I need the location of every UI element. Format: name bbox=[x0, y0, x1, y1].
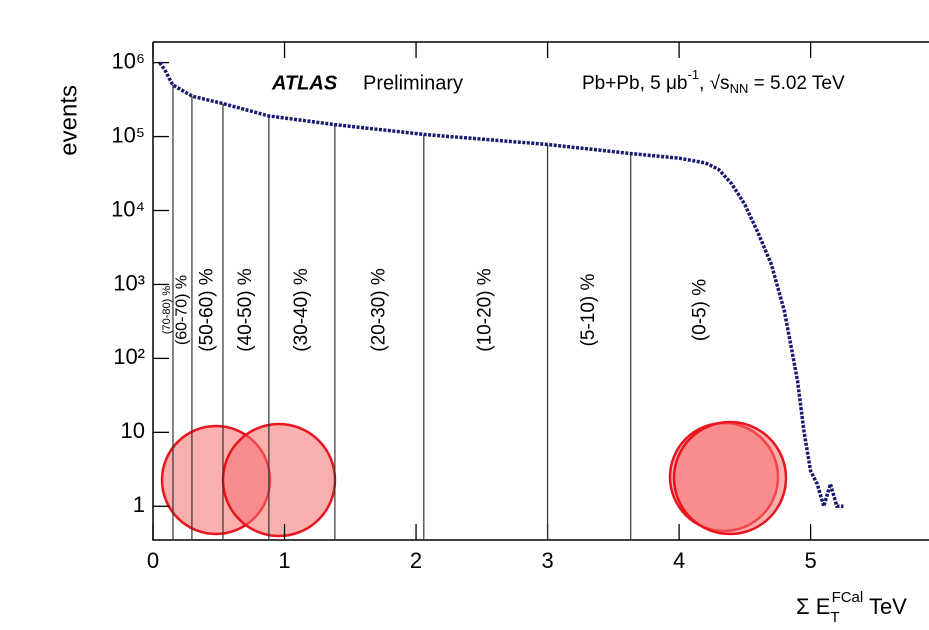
energy-part: , √s bbox=[699, 73, 730, 94]
energy-part: Pb+Pb, 5 μb bbox=[582, 73, 688, 94]
x-tick-label: 4 bbox=[673, 548, 685, 573]
x-tick-label: 0 bbox=[147, 548, 159, 573]
y-tick-label: 10 bbox=[121, 418, 145, 443]
x-label-part: T bbox=[830, 609, 839, 626]
x-tick-label: 1 bbox=[278, 548, 290, 573]
centrality-label: (30-40) % bbox=[291, 268, 312, 352]
x-tick-label: 2 bbox=[410, 548, 422, 573]
y-tick-label: 1 bbox=[133, 492, 145, 517]
y-tick-label: 10³ bbox=[113, 270, 145, 295]
y-tick-label: 10² bbox=[113, 344, 145, 369]
chart-title: Preliminary bbox=[363, 72, 463, 94]
centrality-label: (0-5) % bbox=[690, 279, 711, 341]
y-tick-label: 10⁶ bbox=[111, 48, 145, 73]
centrality-label: (5-10) % bbox=[578, 273, 599, 346]
highlight-circle bbox=[223, 424, 335, 536]
energy-part: -1 bbox=[688, 67, 700, 82]
x-label-part: Σ E bbox=[796, 594, 830, 619]
centrality-label: (20-30) % bbox=[368, 268, 389, 352]
centrality-label: (50-60) % bbox=[196, 268, 217, 352]
x-axis-label: Σ ET FCal TeV bbox=[796, 589, 907, 626]
centrality-label: (70-80) % bbox=[161, 286, 173, 335]
y-tick-label: 10⁴ bbox=[111, 196, 145, 221]
energy-part: NN bbox=[730, 81, 749, 96]
atlas-label: ATLAS bbox=[271, 72, 338, 94]
energy-part: = 5.02 TeV bbox=[748, 73, 845, 94]
centrality-label: (40-50) % bbox=[235, 268, 256, 352]
highlight-circle bbox=[674, 422, 786, 534]
x-tick-label: 3 bbox=[541, 548, 553, 573]
energy-label: Pb+Pb, 5 μb-1, √sNN = 5.02 TeV bbox=[582, 67, 845, 96]
chart: ATLAS Preliminary Pb+Pb, 5 μb-1, √sNN = … bbox=[0, 0, 929, 630]
annotation-circles bbox=[162, 422, 786, 536]
centrality-label: (60-70) % bbox=[174, 275, 191, 345]
page: {"chart_data": { "type": "line", "title_… bbox=[0, 0, 929, 630]
y-tick-label: 10⁵ bbox=[111, 122, 145, 147]
y-axis-label: events bbox=[55, 85, 82, 156]
x-label-part: FCal bbox=[832, 589, 864, 606]
centrality-label: (10-20) % bbox=[475, 268, 496, 352]
x-label-part: TeV bbox=[863, 594, 907, 619]
x-tick-label: 5 bbox=[805, 548, 817, 573]
